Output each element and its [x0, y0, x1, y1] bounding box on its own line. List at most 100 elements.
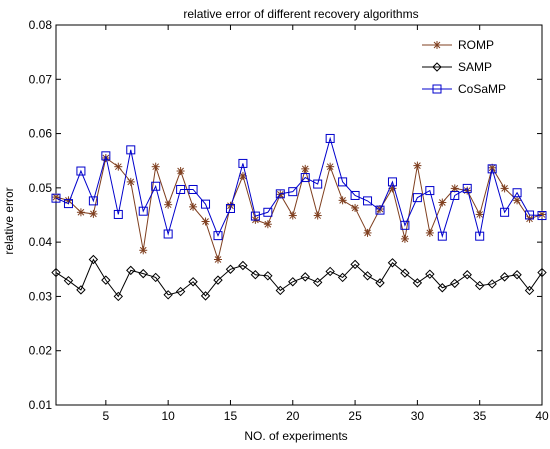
data-point-samp [450, 278, 460, 289]
data-point-samp [362, 271, 373, 281]
data-point-cosamp [375, 205, 385, 215]
data-point-samp [150, 272, 161, 283]
data-point-romp [351, 203, 360, 212]
y-tick-label: 0.01 [29, 398, 53, 412]
data-point-samp [512, 270, 522, 280]
legend-entry-cosamp: CoSaMP [422, 82, 506, 96]
data-point-cosamp [113, 209, 123, 219]
data-point-cosamp [238, 158, 248, 168]
data-point-cosamp [450, 190, 460, 200]
data-point-romp [363, 228, 372, 237]
data-point-samp [412, 278, 423, 288]
y-tick-label: 0.03 [29, 289, 53, 303]
legend-label-cosamp: CoSaMP [458, 82, 506, 96]
data-point-samp [499, 272, 510, 282]
data-point-romp [475, 210, 484, 219]
data-point-cosamp [213, 231, 223, 241]
data-point-samp [300, 272, 310, 282]
data-point-cosamp [338, 177, 348, 187]
data-point-cosamp [525, 210, 535, 220]
series-line-romp [55, 157, 543, 262]
data-point-samp [250, 270, 261, 280]
data-point-cosamp [188, 184, 198, 194]
data-point-cosamp [387, 177, 397, 187]
y-tick-label: 0.07 [29, 72, 53, 86]
series-cosamp [51, 133, 547, 241]
legend-marker-cosamp [432, 84, 442, 94]
x-tick-label: 40 [535, 409, 549, 423]
data-point-cosamp [163, 229, 173, 239]
data-point-samp [487, 279, 497, 289]
x-tick-label: 5 [103, 409, 110, 423]
data-point-cosamp [250, 211, 260, 221]
data-point-romp [214, 255, 222, 264]
legend: ROMP SAMP CoSaMP [422, 38, 506, 96]
data-point-romp [89, 209, 98, 218]
data-point-cosamp [263, 207, 273, 217]
series-romp [52, 154, 546, 264]
data-point-samp [175, 286, 186, 297]
data-point-cosamp [363, 196, 373, 206]
data-point-romp [326, 162, 335, 171]
data-point-samp [238, 260, 248, 271]
data-point-romp [189, 202, 198, 211]
data-point-cosamp [63, 199, 73, 209]
data-point-samp [113, 291, 124, 302]
data-point-samp [425, 269, 435, 279]
data-point-romp [513, 196, 522, 205]
data-point-cosamp [475, 231, 485, 241]
data-point-samp [288, 277, 298, 287]
data-point-samp [387, 258, 398, 268]
data-point-romp [151, 162, 160, 171]
data-point-samp [188, 277, 198, 287]
data-point-romp [413, 161, 422, 170]
data-point-cosamp [288, 187, 298, 197]
plot-area: 0.01 0.02 0.03 0.04 0.05 0.06 0.07 0.08 5 10 15 20 2… [29, 18, 549, 423]
data-point-romp [176, 167, 185, 176]
data-point-samp [400, 268, 410, 278]
data-point-romp [338, 196, 347, 205]
data-point-cosamp [512, 188, 522, 198]
data-point-samp [163, 290, 173, 300]
y-tick-label: 0.06 [29, 127, 53, 141]
data-point-cosamp [176, 184, 186, 194]
data-point-samp [101, 275, 111, 285]
data-point-romp [313, 211, 322, 220]
data-point-cosamp [275, 189, 285, 199]
data-point-samp [537, 267, 547, 278]
data-point-samp [474, 280, 485, 291]
data-point-romp [288, 211, 297, 220]
data-point-samp [76, 285, 86, 295]
data-point-cosamp [425, 186, 435, 196]
y-tick-label: 0.04 [29, 235, 53, 249]
data-point-cosamp [225, 203, 235, 213]
legend-entry-romp: ROMP [422, 38, 494, 52]
data-point-romp [201, 217, 210, 226]
legend-label-samp: SAMP [458, 60, 492, 74]
data-point-samp [312, 277, 323, 288]
x-tick-label: 35 [473, 409, 487, 423]
data-point-samp [350, 259, 360, 270]
data-point-romp [164, 200, 173, 209]
data-point-cosamp [300, 173, 310, 183]
x-tick-label: 20 [286, 409, 300, 423]
y-tick-label: 0.05 [29, 181, 53, 195]
data-point-samp [263, 271, 273, 281]
data-point-cosamp [462, 183, 472, 193]
data-point-cosamp [500, 207, 510, 217]
x-tick-label: 15 [224, 409, 238, 423]
data-point-samp [51, 267, 61, 278]
data-point-romp [76, 208, 85, 217]
data-point-cosamp [51, 193, 61, 203]
data-point-samp [437, 283, 448, 293]
data-point-samp [200, 291, 211, 301]
data-point-romp [139, 246, 148, 255]
y-tick-label: 0.08 [29, 18, 53, 32]
data-point-samp [462, 270, 472, 280]
data-point-cosamp [76, 166, 86, 176]
x-axis-label: NO. of experiments [244, 429, 347, 443]
series-line-cosamp [55, 136, 543, 238]
data-point-romp [226, 201, 235, 210]
x-tick-label: 10 [161, 409, 175, 423]
